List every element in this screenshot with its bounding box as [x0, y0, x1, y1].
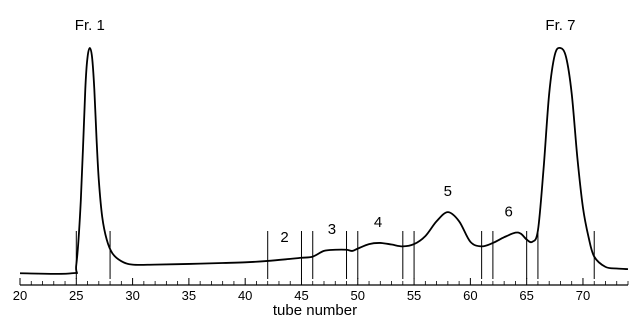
- x-tick-label: 55: [407, 288, 421, 303]
- fraction-label: 6: [504, 204, 512, 221]
- x-tick-label: 35: [182, 288, 196, 303]
- x-tick-label: 70: [576, 288, 590, 303]
- fraction-label: 3: [328, 221, 336, 238]
- fraction-labels: Fr. 1 2 3 4 5 6 Fr. 7: [75, 17, 576, 246]
- fraction-label: 2: [280, 229, 288, 246]
- x-tick-label: 20: [13, 288, 27, 303]
- x-tick-label: 65: [519, 288, 533, 303]
- fraction-label: Fr. 1: [75, 17, 105, 34]
- x-axis: 20 25 30 35 40 45 50 55 60 65 70: [13, 278, 629, 303]
- elution-profile: [19, 46, 629, 275]
- x-axis-title: tube number: [273, 302, 357, 319]
- fraction-label: 4: [374, 214, 382, 231]
- x-tick-label: 30: [125, 288, 139, 303]
- fraction-dividers: [75, 231, 595, 279]
- x-tick-label: 50: [351, 288, 365, 303]
- fraction-label: Fr. 7: [545, 17, 575, 34]
- x-tick-label: 25: [69, 288, 83, 303]
- x-tick-label: 40: [238, 288, 252, 303]
- x-tick-label: 60: [463, 288, 477, 303]
- fraction-label: 5: [444, 183, 452, 200]
- x-tick-label: 45: [294, 288, 308, 303]
- elution-trace-line: [19, 46, 629, 275]
